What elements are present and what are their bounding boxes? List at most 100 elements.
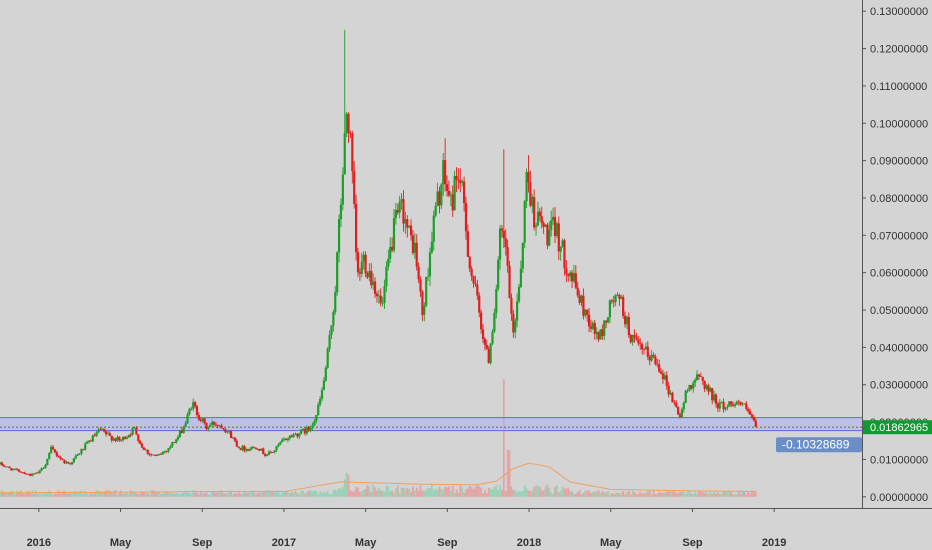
candle-body [544,224,547,227]
volume-bar [186,492,189,497]
volume-bar [427,487,429,497]
candle-body [0,462,3,466]
candle-body [15,468,19,470]
candle-body [101,428,104,430]
volume-bar [446,487,448,497]
volume-bar [681,491,683,497]
volume-bar [476,485,479,497]
candle-body [561,240,564,247]
candle-body [713,394,716,401]
volume-bar [173,493,176,497]
volume-bar [675,493,678,497]
candle-body [300,429,303,434]
candle-body [724,407,727,410]
candle-body [103,428,106,432]
candle-body [184,423,187,427]
volume-bar [499,485,501,497]
candle-body [569,272,572,277]
candle-body [368,270,371,278]
candle-body [298,433,301,437]
candle-body [570,272,574,282]
candle-body [637,339,640,344]
candles-layer [0,29,757,477]
candle-body [659,371,663,374]
candle-body [616,294,619,296]
candle-body [336,252,339,293]
volume-bar [510,486,513,497]
volume-bar [0,492,1,497]
candle-body [292,434,295,438]
candle-body [455,175,458,180]
volume-bar [696,493,698,497]
candle-body [245,449,248,451]
volume-bar [624,494,626,497]
candle-body [53,449,57,453]
volume-bar [93,492,96,497]
volume-bar [260,491,263,497]
candle-body [50,446,53,453]
candle-body [754,420,757,427]
volume-bar [281,491,284,497]
volume-bar [188,492,191,497]
candle-body [228,431,231,433]
candle-body [642,349,646,351]
volume-bar [169,493,172,497]
y-tick-label: 0.00000000 [870,492,928,504]
volume-bar [21,493,24,497]
candle-body [140,443,144,448]
candle-body [411,235,415,253]
volume-bar [69,493,71,497]
candle-body [731,404,735,407]
candle-body [303,429,307,434]
candle-body [46,458,49,466]
candle-body [741,403,744,405]
candle-body [542,222,545,227]
y-tick-label: 0.06000000 [870,268,928,280]
volume-bar [722,491,725,497]
candle-body [493,312,496,332]
candle-body [743,403,746,405]
candle-body [413,242,416,253]
candle-body [366,273,369,278]
volume-bar [14,493,17,497]
candle-body [436,191,439,206]
volume-bar [557,492,560,497]
volume-bar [135,493,138,497]
volume-bar [368,486,371,497]
candle-body [618,294,621,299]
volume-bar [99,491,102,497]
volume-bar [12,491,15,497]
volume-bar [152,490,155,497]
candle-body [728,401,731,407]
volume-bar [641,493,644,497]
candle-body [271,452,274,453]
volume-bar [514,490,517,497]
candle-body [442,160,445,185]
candle-body [557,223,560,252]
candle-body [559,246,562,252]
volume-bar [162,493,164,497]
volume-bar [538,486,541,497]
volume-bar [705,491,708,497]
candle-body [406,219,409,228]
volume-bar [410,491,412,497]
volume-bar [377,487,380,497]
candle-body [324,367,327,381]
candle-body [417,266,420,280]
candle-body [447,190,451,196]
candle-body [472,275,475,284]
candle-body [398,201,401,213]
volume-bar [163,492,166,497]
volume-bar [366,484,369,497]
volume-bar [453,493,456,497]
volume-ma-line [0,462,756,494]
candle-body [267,451,271,455]
candle-body [248,449,252,451]
volume-bar [31,490,34,497]
volume-bar [84,490,87,497]
volume-bar [576,491,579,497]
volume-bar [482,493,484,497]
candle-body [733,404,737,407]
